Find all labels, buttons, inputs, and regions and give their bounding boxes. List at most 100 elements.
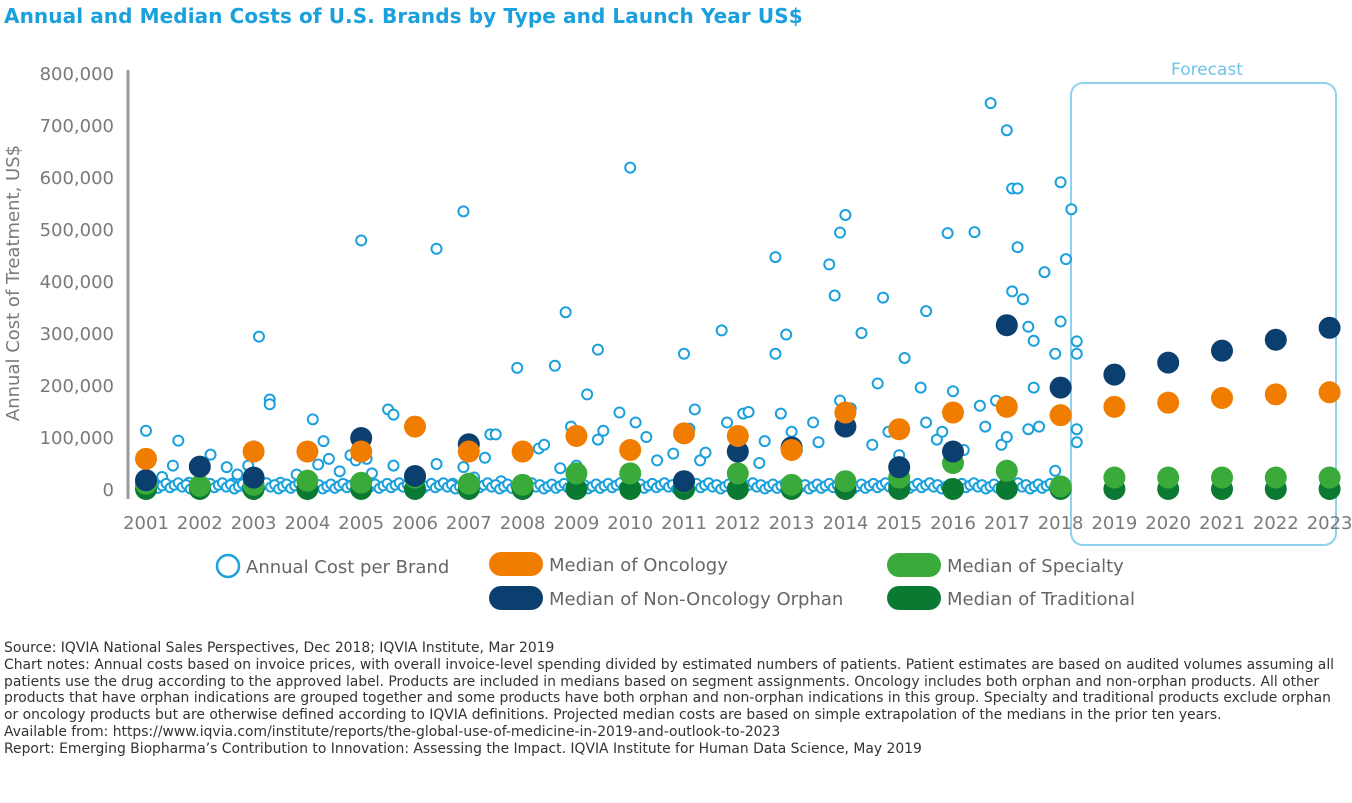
annual-cost-point — [263, 398, 276, 411]
x-tick-label: 2007 — [446, 513, 492, 534]
annual-cost-point — [1049, 347, 1062, 360]
annual-cost-point — [721, 416, 734, 429]
available-note: Available from: https://www.iqvia.com/in… — [4, 723, 781, 740]
median-of-oncology-point — [619, 439, 642, 461]
annual-cost-point — [1027, 334, 1040, 347]
legend-swatch — [489, 586, 543, 610]
median-of-specialty-point — [350, 471, 373, 494]
median-of-non-oncology-orphan-point — [888, 456, 911, 479]
annual-cost-point — [317, 435, 330, 448]
annual-cost-point — [807, 416, 820, 429]
median-of-oncology-point — [1103, 395, 1126, 418]
annual-cost-point — [753, 457, 766, 469]
legend-label: Median of Non-Oncology Orphan — [549, 589, 843, 610]
median-of-oncology-point — [1049, 404, 1072, 427]
annual-cost-point — [898, 351, 911, 364]
annual-cost-point — [559, 306, 572, 319]
median-of-oncology-point — [888, 418, 911, 441]
median-of-oncology-point — [1211, 387, 1233, 409]
annual-cost-point — [920, 416, 933, 429]
annual-cost-point — [554, 462, 567, 475]
annual-cost-point — [591, 433, 604, 446]
median-of-oncology-point — [1318, 381, 1341, 404]
legend-swatch — [887, 553, 941, 577]
annual-cost-point — [930, 433, 943, 446]
median-of-specialty-point — [619, 462, 642, 485]
median-of-oncology-point — [457, 440, 480, 463]
annual-cost-points — [140, 97, 1083, 495]
annual-cost-point — [834, 226, 847, 239]
median-of-oncology-point — [350, 440, 373, 463]
median-of-non-oncology-orphan-point — [995, 314, 1018, 337]
median-of-specialty-point — [1103, 466, 1126, 489]
annual-cost-point — [231, 468, 244, 481]
annual-cost-point — [968, 226, 981, 239]
annual-cost-point — [220, 461, 233, 474]
annual-cost-point — [306, 413, 319, 426]
chart-title: Annual and Median Costs of U.S. Brands b… — [4, 4, 803, 28]
median-of-non-oncology-orphan-point — [673, 470, 695, 493]
annual-cost-point — [839, 208, 852, 221]
median-of-specialty-point — [1264, 466, 1287, 489]
x-tick-label: 2016 — [930, 513, 976, 534]
x-tick-label: 2022 — [1253, 513, 1299, 534]
annual-cost-point — [597, 424, 610, 437]
annual-cost-point — [785, 425, 798, 438]
annual-cost-point — [1070, 423, 1083, 436]
median-points — [135, 314, 1341, 500]
annual-cost-point — [1038, 266, 1051, 279]
annual-cost-point — [312, 458, 325, 471]
annual-cost-point — [694, 454, 707, 467]
x-tick-label: 2001 — [123, 513, 169, 534]
annual-cost-point — [828, 289, 841, 302]
median-of-oncology-point — [511, 440, 534, 463]
x-tick-label: 2009 — [553, 513, 599, 534]
annual-cost-point — [252, 330, 265, 343]
annual-cost-point — [511, 361, 524, 374]
x-tick-label: 2021 — [1199, 513, 1245, 534]
median-of-oncology-point — [726, 424, 749, 447]
annual-cost-point — [166, 459, 179, 472]
median-of-specialty-point — [1211, 466, 1233, 489]
median-of-traditional-point — [619, 478, 642, 500]
x-tick-label: 2017 — [984, 513, 1030, 534]
annual-cost-point — [973, 399, 986, 412]
x-tick-label: 2014 — [822, 513, 868, 534]
x-tick-label: 2012 — [715, 513, 761, 534]
chart-canvas: 0 100,000 200,000 300,000 400,000 500,000 600,… — [3, 60, 1352, 610]
annual-cost-point — [457, 205, 470, 218]
x-tick-label: 2003 — [231, 513, 277, 534]
median-of-specialty-point — [726, 462, 749, 485]
x-tick-label: 2023 — [1307, 513, 1352, 534]
median-of-traditional-point — [565, 478, 588, 500]
legend-label: Median of Oncology — [549, 555, 728, 576]
median-of-traditional-point — [995, 478, 1018, 500]
annual-cost-point — [1070, 335, 1083, 348]
median-of-non-oncology-orphan-point — [726, 440, 749, 463]
median-of-non-oncology-orphan-point — [242, 466, 265, 489]
y-axis-label: Annual Cost of Treatment, US$ — [3, 145, 24, 421]
forecast-label: Forecast — [1171, 60, 1243, 80]
annual-cost-point — [430, 242, 443, 255]
legend-label: Annual Cost per Brand — [246, 557, 449, 578]
annual-cost-point — [651, 454, 664, 467]
annual-cost-point — [1022, 423, 1035, 436]
annual-cost-point — [640, 431, 653, 443]
annual-cost-point — [995, 438, 1008, 451]
annual-cost-point — [812, 436, 825, 449]
median-of-oncology-point — [242, 440, 265, 463]
legend-label: Median of Specialty — [947, 556, 1124, 577]
annual-cost-point — [629, 416, 642, 429]
median-of-traditional-point — [942, 478, 964, 500]
x-tick-label: 2010 — [607, 513, 653, 534]
annual-cost-point — [387, 459, 400, 472]
annual-cost-point — [172, 434, 185, 447]
y-tick-label: 700,000 — [40, 116, 114, 137]
annual-cost-point — [769, 347, 782, 360]
median-of-oncology-point — [995, 395, 1018, 418]
median-of-specialty-point — [1318, 466, 1341, 489]
x-axis-ticks: 2001 2002 2003 2004 2005 2006 2007 2008 2009 2010… — [123, 513, 1352, 534]
median-of-specialty-point — [1049, 475, 1072, 498]
annual-cost-point — [941, 227, 954, 240]
median-of-non-oncology-orphan-point — [188, 455, 211, 478]
